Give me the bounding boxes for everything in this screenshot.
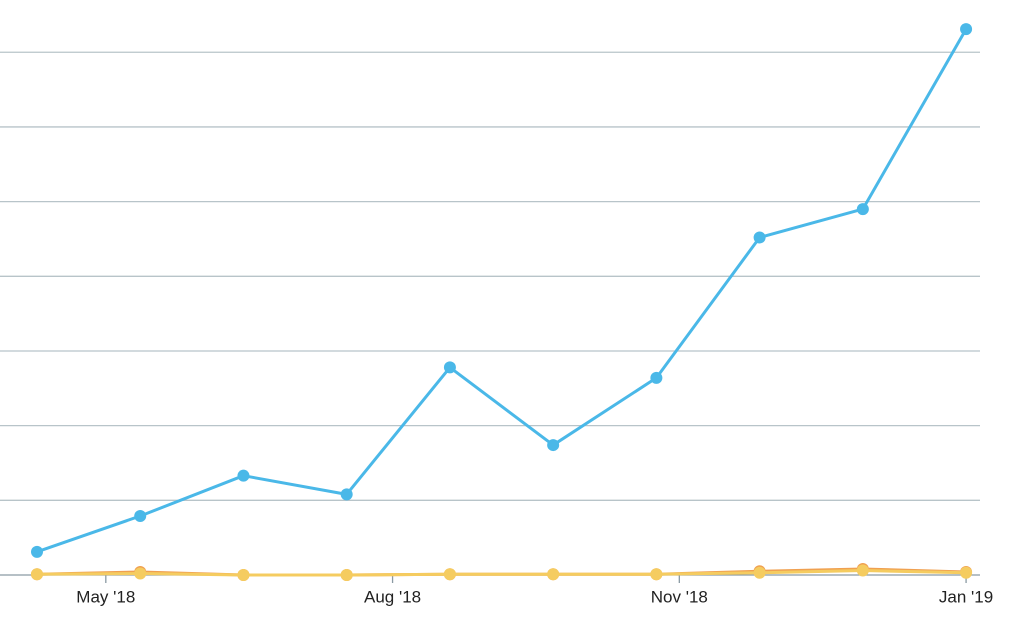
point — [960, 566, 973, 579]
point — [960, 23, 973, 36]
point — [443, 568, 456, 581]
point — [237, 469, 250, 482]
point — [856, 203, 869, 216]
point — [547, 568, 560, 581]
x-tick-label: May '18 — [76, 587, 135, 606]
point — [30, 545, 43, 558]
series-line — [36, 569, 967, 577]
point — [30, 568, 43, 581]
x-tick-label: Aug '18 — [364, 587, 421, 606]
point — [340, 569, 353, 581]
point — [547, 439, 560, 452]
x-tick-label: Nov '18 — [651, 587, 708, 606]
point — [856, 564, 869, 577]
point — [340, 488, 353, 501]
x-tick-label: Jan '19 — [939, 587, 993, 606]
point — [650, 568, 663, 581]
point — [134, 567, 147, 580]
series-line — [36, 28, 968, 554]
point — [237, 569, 250, 581]
point — [650, 371, 663, 384]
point — [753, 231, 766, 244]
point — [753, 566, 766, 579]
point — [443, 361, 456, 374]
point — [134, 510, 147, 523]
